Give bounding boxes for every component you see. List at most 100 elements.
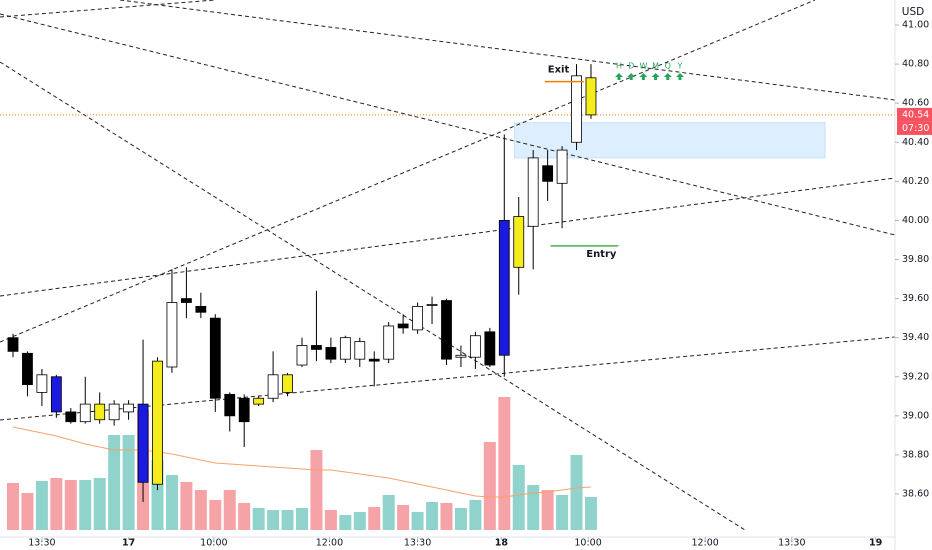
volume-bar	[498, 397, 511, 530]
candle-body	[412, 306, 423, 331]
volume-bar	[556, 495, 569, 530]
volume-bar	[79, 480, 92, 530]
volume-bar	[512, 465, 525, 530]
volume-bar	[209, 500, 222, 530]
x-tick-label: 17	[122, 538, 135, 549]
x-tick-label: 19	[869, 538, 882, 549]
candle-body	[383, 325, 395, 360]
volume-bar	[440, 503, 453, 530]
y-tick-label: 38.60	[902, 489, 929, 500]
last-price-label: 40.54	[902, 109, 929, 120]
currency-label: USD	[902, 6, 924, 18]
signal-label: W	[639, 62, 647, 71]
y-tick-label: 39.40	[902, 332, 929, 343]
volume-bar	[310, 450, 323, 530]
last-price-tag	[897, 107, 932, 122]
volume-bar	[584, 497, 597, 530]
volume-bar	[50, 478, 63, 530]
candle-body	[79, 403, 91, 423]
candle-body	[556, 149, 568, 184]
trendlines	[0, 0, 896, 531]
candle-body	[195, 306, 207, 313]
candle-body	[296, 345, 308, 366]
x-tick-label: 12:00	[316, 538, 343, 549]
volume-bar	[527, 485, 540, 530]
x-tick-label: 13:30	[28, 538, 55, 549]
volume-bar	[382, 495, 395, 530]
volume-bar	[454, 508, 467, 530]
candle-body	[542, 165, 554, 182]
candle-body	[441, 300, 452, 360]
candle-body	[354, 341, 366, 360]
y-tick-label: 40.20	[902, 176, 929, 187]
candle-body	[267, 374, 279, 399]
x-tick-label: 12:00	[691, 538, 718, 549]
signal-arrow	[663, 73, 672, 80]
y-tick-label: 39.20	[902, 371, 929, 382]
y-tick-label: 39.60	[902, 293, 929, 304]
candle-body	[527, 157, 539, 227]
candle-body	[22, 352, 33, 385]
volume-bar	[570, 455, 583, 530]
volume-bar	[93, 478, 106, 530]
candle-body	[94, 403, 106, 421]
volume-bar	[469, 500, 482, 530]
x-tick-label: 13:30	[778, 538, 805, 549]
candle-body	[108, 403, 120, 421]
candle-body	[585, 77, 597, 116]
trendline	[0, 0, 216, 18]
signal-label: H	[616, 62, 622, 71]
volume-bar	[194, 490, 207, 530]
candle-body	[7, 337, 19, 352]
candle-body	[238, 397, 250, 423]
volume-bar	[223, 490, 236, 530]
volume-bar	[165, 475, 178, 530]
candle-body	[455, 354, 467, 358]
signal-label: Q	[665, 62, 671, 71]
exit-label: Exit	[548, 65, 570, 76]
candle-body	[339, 337, 351, 360]
candle-body	[180, 298, 192, 303]
signal-arrow	[651, 73, 660, 80]
candle-body	[253, 397, 265, 405]
y-tick-label: 40.80	[902, 59, 929, 70]
signal-label: M	[652, 62, 659, 71]
price-axis	[895, 0, 932, 550]
volume-ma	[12, 426, 592, 498]
candle-body	[311, 345, 322, 350]
signal-arrow	[676, 73, 684, 80]
signal-label: Y	[677, 62, 683, 71]
volume-bar	[397, 505, 410, 530]
volume-bar	[339, 515, 352, 530]
candle-body	[282, 374, 293, 393]
volume-bar	[411, 512, 424, 530]
volume-bar	[238, 503, 251, 530]
candle-body	[166, 302, 178, 368]
candle-body	[484, 331, 496, 366]
volume-bar	[252, 508, 265, 530]
volume-bar	[122, 435, 135, 530]
candle-body	[152, 360, 163, 485]
candle-body	[498, 220, 510, 356]
volume-bar	[324, 510, 337, 530]
candle-body	[50, 376, 62, 413]
candle-body	[469, 335, 481, 358]
x-tick-label: 10:00	[574, 538, 601, 549]
volume-bar	[295, 508, 308, 530]
candle-body	[325, 347, 337, 360]
candle-body	[513, 216, 525, 268]
y-tick-label: 38.80	[902, 449, 929, 460]
volume-bar	[21, 493, 34, 530]
signal-arrow	[639, 73, 648, 80]
trendline	[0, 177, 896, 297]
volume-bar	[368, 507, 381, 530]
volume-bar	[281, 510, 294, 530]
entry-label: Entry	[586, 249, 617, 260]
volume-bar	[35, 481, 48, 530]
candle-body	[571, 75, 582, 143]
y-tick-label: 39.00	[902, 410, 929, 421]
candle-body	[123, 403, 135, 413]
volume-bar	[353, 512, 366, 530]
candle-body	[368, 358, 380, 362]
candle-body	[209, 317, 221, 399]
